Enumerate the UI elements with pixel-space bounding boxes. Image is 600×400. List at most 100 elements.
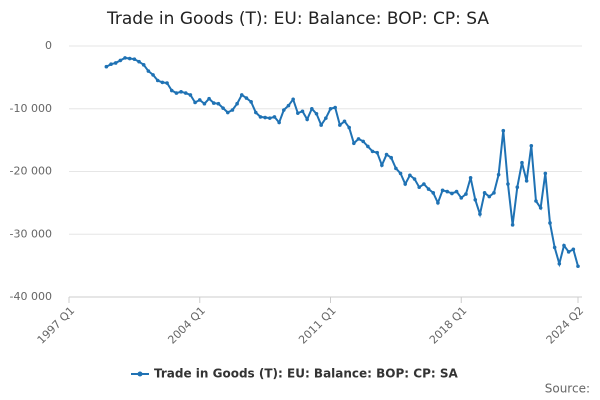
- data-point: [296, 111, 300, 115]
- data-point: [440, 188, 445, 193]
- legend-marker: [137, 371, 143, 377]
- data-point: [356, 137, 361, 141]
- data-point: [221, 106, 225, 110]
- data-point: [510, 223, 515, 227]
- data-point: [473, 197, 478, 202]
- x-tick-label: 2024 Q2: [544, 304, 587, 347]
- data-point: [197, 98, 202, 102]
- data-point: [366, 144, 370, 149]
- data-point: [324, 116, 328, 120]
- data-point: [478, 212, 482, 216]
- data-point: [132, 57, 137, 61]
- data-point: [282, 108, 286, 112]
- data-point: [431, 191, 436, 195]
- data-point: [487, 194, 492, 199]
- data-point: [216, 101, 221, 106]
- data-point: [267, 116, 272, 120]
- y-tick-label: -10 000: [10, 102, 52, 115]
- data-point: [566, 250, 571, 254]
- data-point: [230, 108, 235, 112]
- data-point: [576, 264, 580, 269]
- data-point: [543, 171, 548, 176]
- data-point: [188, 93, 193, 97]
- data-point: [342, 119, 347, 124]
- data-point: [408, 173, 412, 178]
- data-point: [244, 96, 249, 100]
- y-tick-label: -40 000: [10, 290, 52, 303]
- data-point: [225, 110, 230, 115]
- data-point: [403, 182, 408, 186]
- data-point: [319, 123, 323, 127]
- data-point: [179, 90, 183, 94]
- data-point: [361, 139, 365, 144]
- data-point: [459, 196, 464, 200]
- data-point: [141, 63, 146, 67]
- data-point: [492, 191, 496, 195]
- data-point: [412, 177, 417, 181]
- data-point: [104, 64, 109, 69]
- data-point: [524, 179, 529, 183]
- x-tick-label: 2011 Q1: [296, 304, 339, 347]
- data-point: [291, 97, 295, 102]
- data-point: [160, 80, 165, 85]
- data-point: [454, 189, 459, 194]
- data-point: [277, 120, 281, 125]
- data-point: [380, 163, 384, 168]
- data-point: [417, 185, 422, 189]
- data-point: [534, 199, 538, 203]
- data-point: [333, 105, 337, 110]
- data-point: [239, 93, 244, 97]
- source-label: Source:: [545, 382, 590, 396]
- data-point: [398, 171, 403, 176]
- data-point: [169, 88, 174, 93]
- data-point: [520, 160, 524, 165]
- data-point: [338, 123, 342, 127]
- data-point: [426, 187, 431, 191]
- data-point: [389, 155, 394, 160]
- data-point: [249, 100, 253, 104]
- data-point: [113, 61, 118, 65]
- data-point: [183, 91, 188, 95]
- y-tick-label: -30 000: [10, 227, 52, 240]
- data-point: [482, 191, 487, 195]
- data-point: [328, 106, 333, 111]
- series-line: [105, 56, 579, 268]
- data-point: [501, 128, 506, 133]
- data-point: [314, 111, 319, 116]
- data-point: [272, 115, 277, 119]
- data-point: [571, 247, 576, 252]
- data-point: [422, 182, 426, 186]
- data-point: [235, 101, 239, 106]
- data-point: [305, 117, 309, 122]
- data-point: [127, 56, 132, 61]
- data-point: [552, 245, 557, 250]
- data-point: [151, 73, 155, 77]
- data-point: [193, 100, 197, 105]
- data-point: [146, 69, 151, 73]
- data-point: [109, 62, 113, 66]
- chart-title: Trade in Goods (T): EU: Balance: BOP: CP…: [106, 9, 489, 29]
- data-point: [506, 182, 510, 186]
- x-tick-label: 1997 Q1: [35, 304, 78, 347]
- data-point: [515, 185, 520, 189]
- data-point: [445, 189, 450, 194]
- data-point: [450, 191, 454, 196]
- data-point: [211, 101, 216, 105]
- data-point: [123, 56, 127, 60]
- data-point: [207, 96, 211, 101]
- data-point: [557, 261, 562, 266]
- data-point: [562, 243, 566, 248]
- data-point: [496, 172, 501, 177]
- data-point: [352, 141, 356, 146]
- data-point: [529, 143, 534, 148]
- data-point: [384, 152, 389, 157]
- x-tick-label: 2018 Q1: [427, 304, 470, 347]
- data-point: [347, 125, 351, 130]
- data-point: [538, 206, 543, 210]
- data-point: [375, 150, 380, 155]
- data-point: [548, 221, 552, 225]
- data-point: [300, 109, 305, 114]
- legend-label: Trade in Goods (T): EU: Balance: BOP: CP…: [154, 367, 458, 381]
- data-point: [118, 58, 123, 63]
